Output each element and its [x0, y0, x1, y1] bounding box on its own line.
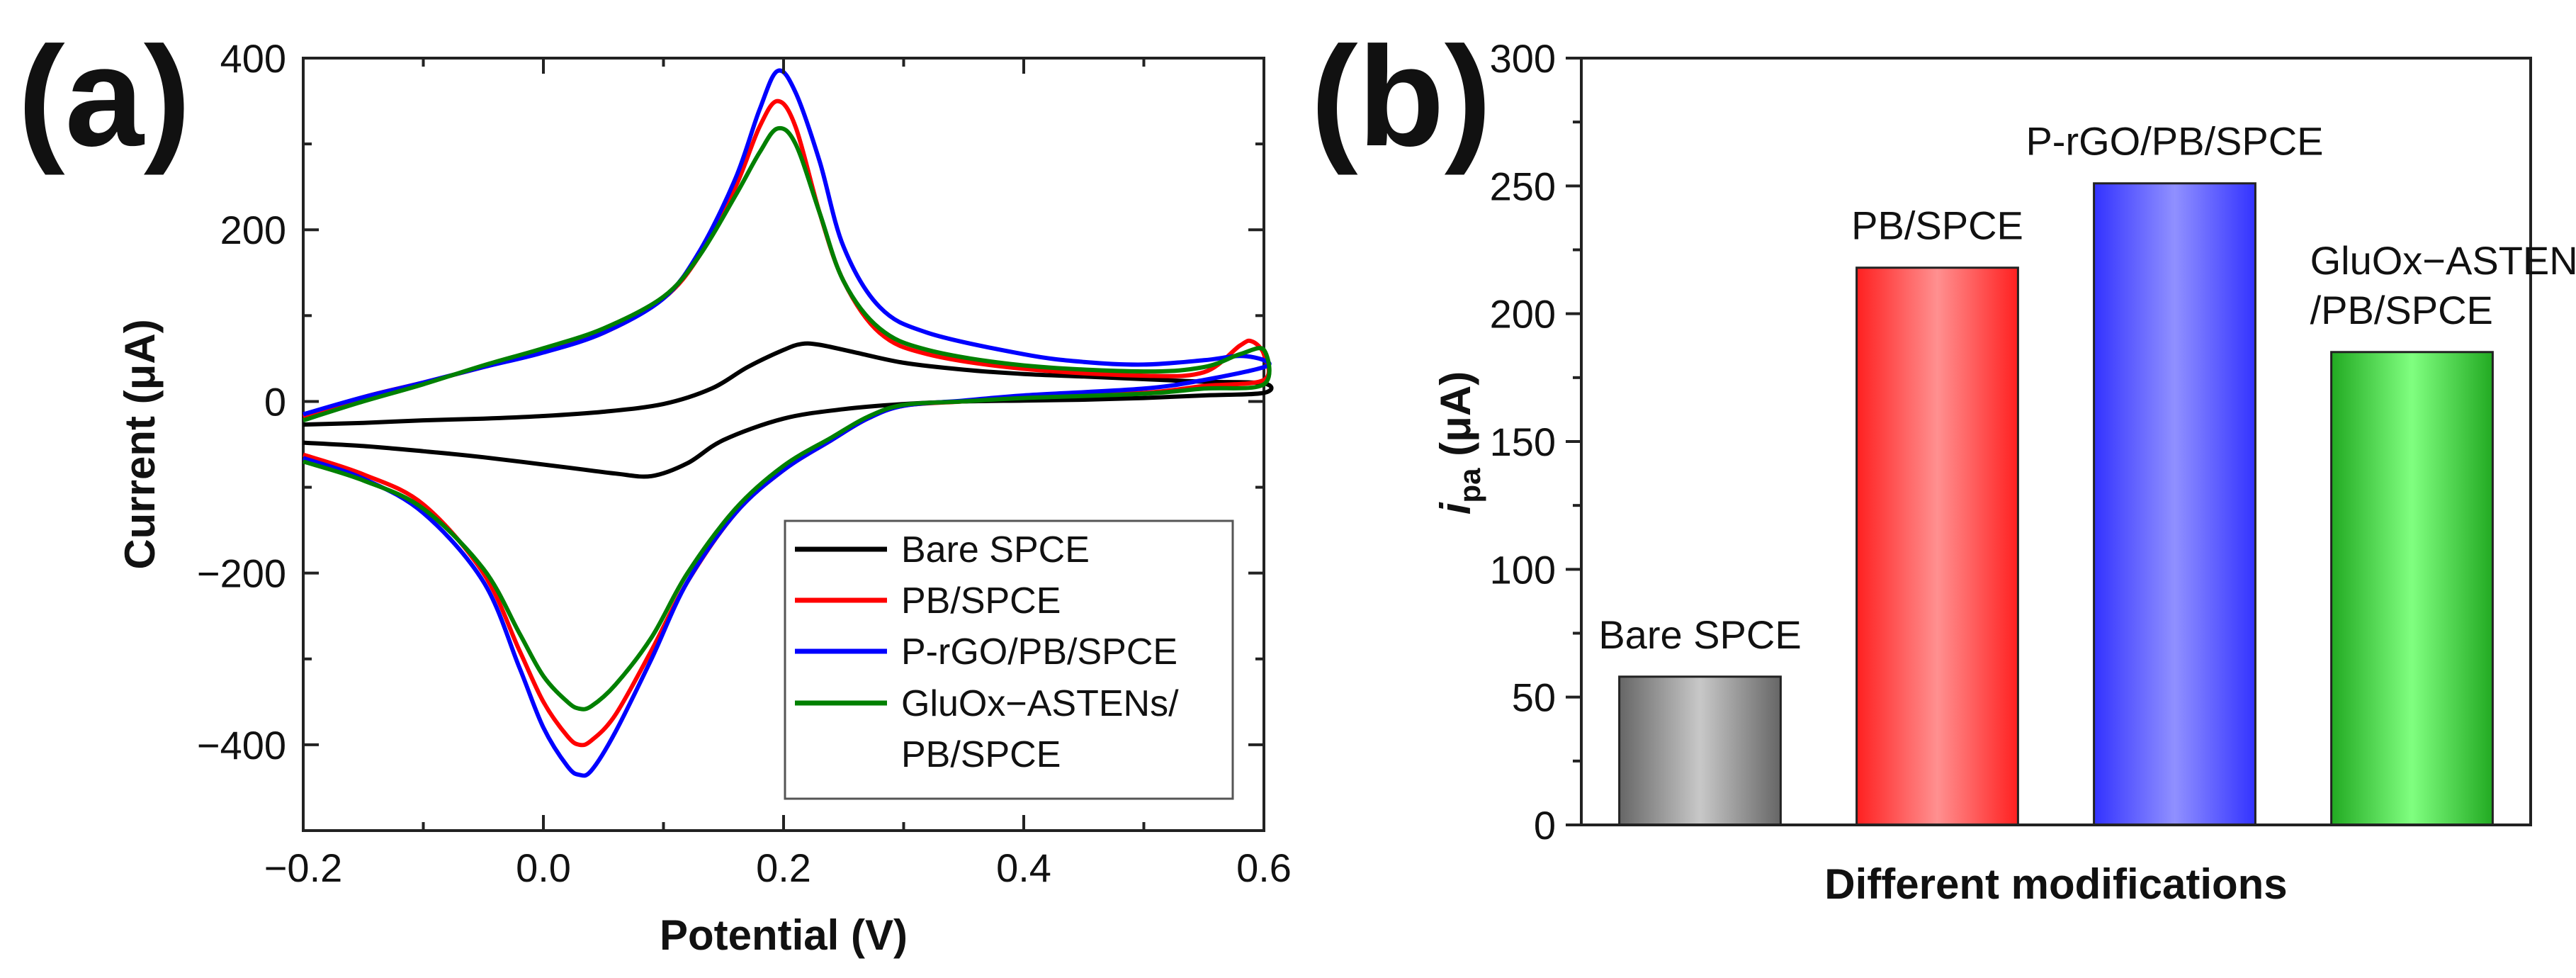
cv-x-tick-label: 0.6 — [1236, 845, 1292, 890]
cv-y-tick-label: −400 — [197, 723, 286, 768]
cv-legend-label-3: PB/SPCE — [901, 734, 1061, 775]
cv-legend-label-0: Bare SPCE — [901, 529, 1090, 570]
bar-y-tick-label: 200 — [1490, 292, 1556, 337]
bar-series — [1618, 182, 2494, 826]
cv-legend: Bare SPCE PB/SPCE P-rGO/PB/SPCE GluOx−ASTEN… — [784, 519, 1234, 800]
bar-y-tick-label: 50 — [1512, 675, 1556, 720]
panel-label-b: (b) — [1311, 18, 1491, 176]
bar-3 — [2330, 351, 2494, 826]
bar-y-tick-label: 250 — [1490, 164, 1556, 208]
bar-chart-panel: (b) 0 50 100 150 200 250 300 Bare SPCE PB/SPCEP… — [1311, 18, 2576, 908]
cv-y-tick-label: 200 — [220, 208, 286, 252]
cv-y-tick-label: −200 — [197, 551, 286, 596]
bar-axis-ticks: 0 50 100 150 200 250 300 — [1490, 36, 1581, 848]
cv-chart-panel: (a) −0.2 0.0 0.2 0.4 0.6 −400 −200 0 200 400 Pote… — [18, 18, 1292, 959]
bar-1 — [1855, 266, 2019, 826]
cv-legend-label-3: GluOx−ASTENs/ — [901, 683, 1179, 724]
bar-y-tick-label: 300 — [1490, 36, 1556, 81]
cv-series-3 — [303, 125, 1272, 712]
cv-y-axis-title: Current (μA) — [116, 319, 164, 569]
cv-legend-label-2: P-rGO/PB/SPCE — [901, 631, 1177, 673]
cv-y-tick-label: 0 — [264, 379, 286, 424]
bar-category-label-3: /PB/SPCE — [2310, 288, 2493, 332]
bar-x-axis-title: Different modifications — [1824, 860, 2287, 908]
bar-0 — [1618, 675, 1782, 826]
bar-2 — [2093, 182, 2256, 826]
bar-y-axis-title: ipa (μA) — [1432, 371, 1486, 515]
bar-category-label-0: Bare SPCE — [1598, 612, 1801, 657]
cv-legend-label-1: PB/SPCE — [901, 580, 1061, 622]
bar-category-label-1: PB/SPCE — [1851, 203, 2023, 248]
cv-curves — [303, 68, 1274, 778]
bar-y-tick-label: 0 — [1534, 803, 1556, 848]
bar-y-tick-label: 100 — [1490, 547, 1556, 592]
bar-y-tick-label: 150 — [1490, 420, 1556, 464]
cv-x-tick-label: −0.2 — [264, 845, 343, 890]
cv-legend-box — [784, 519, 1234, 800]
cv-x-axis-title: Potential (V) — [660, 911, 908, 959]
panel-label-a: (a) — [18, 18, 191, 176]
bar-y-axis-title-unit: (μA) — [1432, 371, 1479, 468]
cv-x-tick-label: 0.0 — [516, 845, 571, 890]
cv-y-tick-label: 400 — [220, 36, 286, 81]
cv-axis-ticks: −0.2 0.0 0.2 0.4 0.6 −400 −200 0 200 400 — [197, 36, 1292, 890]
bar-category-label-3: GluOx−ASTENs — [2310, 238, 2576, 283]
bar-y-axis-title-main: i — [1432, 502, 1479, 515]
cv-x-tick-label: 0.2 — [756, 845, 811, 890]
bar-category-label-2: P-rGO/PB/SPCE — [2026, 119, 2323, 164]
bar-y-axis-title-sub: pa — [1453, 468, 1486, 503]
cv-x-tick-label: 0.4 — [996, 845, 1051, 890]
